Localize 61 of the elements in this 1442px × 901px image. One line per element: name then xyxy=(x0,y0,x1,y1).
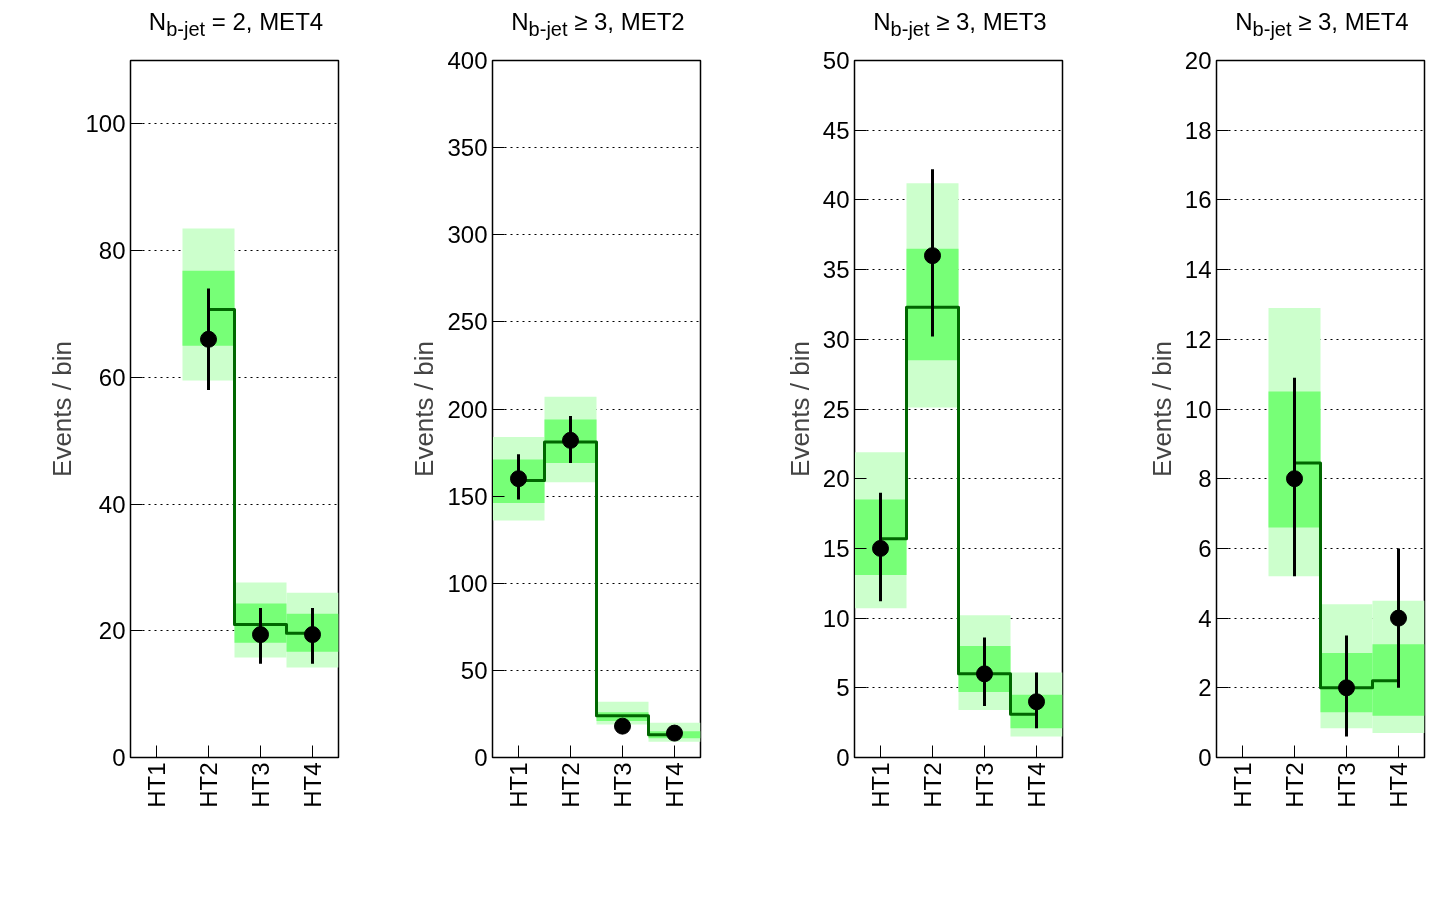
y-tick-label: 100 xyxy=(85,110,126,138)
y-axis-title: Events / bin xyxy=(1146,341,1177,477)
x-tick-label: HT1 xyxy=(867,762,894,808)
y-tick-label: 80 xyxy=(98,237,126,265)
y-tick-label: 300 xyxy=(447,221,488,249)
y-tick-label: 200 xyxy=(447,395,488,423)
y-tick-label: 0 xyxy=(1198,744,1212,771)
y-tick-label: 40 xyxy=(822,186,850,214)
y-axis-title: Events / bin xyxy=(47,341,78,477)
x-tick-label: HT2 xyxy=(557,762,584,808)
chart-title: N$_{b-jet}$ ≥ 3, MET4 xyxy=(1235,7,1409,42)
y-tick-label: 0 xyxy=(474,744,488,771)
x-tick-label: HT2 xyxy=(919,762,946,808)
x-tick-label: HT3 xyxy=(1333,762,1360,808)
x-tick-label: HT1 xyxy=(1229,762,1256,808)
y-tick-label: 250 xyxy=(447,308,488,336)
y-tick-label: 0 xyxy=(112,744,126,771)
y-tick-label: 10 xyxy=(1184,395,1212,423)
chart-title: N$_{b-jet}$ ≥ 3, MET2 xyxy=(511,7,685,42)
x-tick-label: HT4 xyxy=(1023,762,1050,808)
y-tick-label: 100 xyxy=(447,569,488,597)
x-tick-label: HT4 xyxy=(661,762,688,808)
x-tick-label: HT2 xyxy=(1281,762,1308,808)
y-tick-label: 20 xyxy=(98,617,126,645)
y-tick-label: 0 xyxy=(836,744,850,771)
y-tick-label: 50 xyxy=(460,656,488,684)
y-tick-label: 14 xyxy=(1184,256,1212,284)
y-tick-label: 60 xyxy=(98,363,126,391)
y-tick-label: 25 xyxy=(822,395,850,423)
y-tick-label: 2 xyxy=(1198,674,1212,702)
x-tick-label: HT1 xyxy=(143,762,170,808)
y-tick-label: 30 xyxy=(822,325,850,353)
y-tick-label: 5 xyxy=(836,674,850,702)
x-tick-label: HT4 xyxy=(299,762,326,808)
y-tick-label: 20 xyxy=(1184,47,1212,74)
y-tick-label: 150 xyxy=(447,482,488,510)
x-tick-label: HT2 xyxy=(195,762,222,808)
x-tick-label: HT3 xyxy=(247,762,274,808)
y-tick-label: 50 xyxy=(822,47,850,74)
y-tick-label: 40 xyxy=(98,490,126,518)
y-axis-title: Events / bin xyxy=(784,341,815,477)
chart-title: N$_{b-jet}$ ≥ 3, MET3 xyxy=(873,7,1047,42)
y-axis-title: Events / bin xyxy=(409,341,440,477)
x-tick-label: HT3 xyxy=(971,762,998,808)
y-tick-label: 15 xyxy=(822,534,850,562)
y-tick-label: 350 xyxy=(447,134,488,162)
y-tick-label: 20 xyxy=(822,465,850,493)
y-tick-label: 16 xyxy=(1184,186,1212,214)
y-tick-label: 18 xyxy=(1184,116,1212,144)
x-tick-label: HT3 xyxy=(609,762,636,808)
y-tick-label: 4 xyxy=(1198,604,1212,632)
x-tick-label: HT4 xyxy=(1385,762,1412,808)
y-tick-label: 35 xyxy=(822,256,850,284)
y-tick-label: 10 xyxy=(822,604,850,632)
y-tick-label: 45 xyxy=(822,116,850,144)
y-tick-label: 12 xyxy=(1184,325,1212,353)
y-tick-label: 400 xyxy=(447,47,488,74)
x-tick-label: HT1 xyxy=(505,762,532,808)
y-tick-label: 8 xyxy=(1198,465,1212,493)
y-tick-label: 6 xyxy=(1198,534,1212,562)
chart-title: N$_{b-jet}$ = 2, MET4 xyxy=(148,7,324,42)
